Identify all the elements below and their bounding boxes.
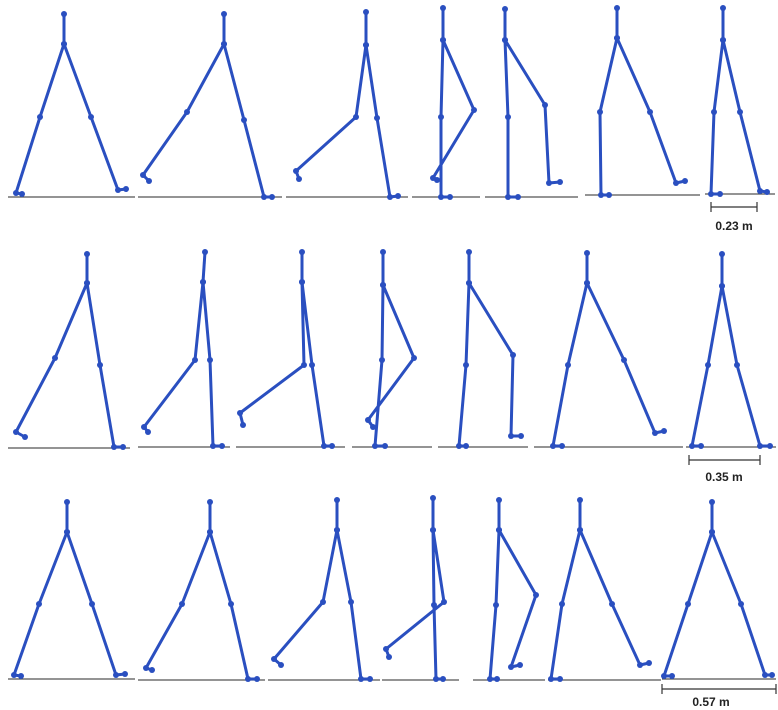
scale-label: 0.23 m [715,219,752,233]
ground-lines [8,193,776,681]
stick-figures [11,5,775,682]
scale-bars: 0.23 m 0.35 m 0.57 m [661,202,777,709]
scale-label: 0.35 m [705,470,742,484]
scale-label: 0.57 m [692,695,729,709]
